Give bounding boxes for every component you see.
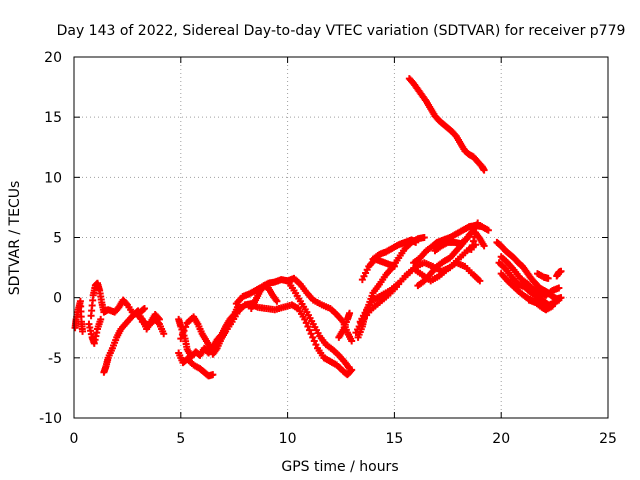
grid-lines: [74, 57, 608, 418]
data-point: [555, 296, 563, 304]
y-tick-label: 20: [44, 50, 62, 66]
x-tick-label: 20: [492, 431, 510, 447]
chart-title: Day 143 of 2022, Sidereal Day-to-day VTE…: [57, 23, 626, 39]
data-point: [476, 277, 484, 285]
data-point: [484, 226, 492, 234]
data-point: [480, 242, 488, 250]
data-point: [160, 330, 168, 338]
data-point: [309, 333, 317, 341]
series-track-23: [493, 238, 565, 303]
data-point: [305, 326, 313, 334]
series-track-3: [85, 315, 105, 347]
series-track-20: [414, 219, 482, 290]
y-tick-label: 15: [44, 110, 62, 126]
series-track-30: [405, 75, 488, 174]
y-tick-label: 5: [53, 231, 62, 247]
data-point: [307, 330, 315, 338]
data-point: [177, 335, 185, 343]
series-track-7: [177, 313, 215, 352]
x-axis-label: GPS time / hours: [281, 459, 398, 475]
y-tick-label: 0: [53, 291, 62, 307]
data-point: [310, 337, 318, 345]
data-point: [97, 315, 105, 323]
series-track-4: [100, 304, 148, 376]
data-point: [346, 309, 354, 317]
series-track-25: [497, 253, 563, 299]
data-point: [154, 314, 162, 322]
series-track-13: [335, 309, 354, 341]
data-point: [79, 327, 87, 335]
data-point: [302, 319, 310, 327]
data-point: [469, 237, 477, 245]
data-point: [122, 300, 130, 308]
data-point: [420, 234, 428, 241]
series-track-29: [553, 267, 565, 280]
data-point: [544, 274, 552, 282]
data-point: [348, 337, 356, 345]
x-tick-label: 0: [70, 431, 79, 447]
series-track-22: [467, 229, 488, 254]
y-tick-label: 10: [44, 170, 62, 186]
axis-ticks: 0 5 10 15 20 25 -10 -5 0 5 10 15 20: [39, 50, 617, 447]
y-axis-label: SDTVAR / TECUs: [7, 181, 23, 296]
data-point: [467, 246, 475, 254]
series-track-11: [247, 282, 281, 312]
data-marks: [71, 75, 565, 380]
data-point: [180, 327, 188, 335]
data-point: [207, 344, 215, 352]
data-point: [182, 323, 190, 331]
data-point: [178, 331, 186, 339]
series-track-9: [209, 300, 356, 379]
x-tick-label: 5: [176, 431, 185, 447]
data-point: [474, 219, 482, 227]
x-tick-label: 25: [599, 431, 617, 447]
data-point: [209, 371, 217, 379]
x-tick-label: 10: [279, 431, 297, 447]
data-point: [412, 238, 420, 246]
data-point: [273, 297, 281, 305]
data-point: [301, 315, 309, 323]
series-track-21: [431, 235, 471, 255]
data-point: [304, 323, 312, 331]
data-point: [312, 341, 320, 349]
y-tick-label: -10: [39, 411, 62, 427]
series-track-5: [134, 311, 163, 333]
series-track-12: [284, 274, 356, 345]
series-track-8: [175, 349, 217, 380]
data-point: [555, 284, 563, 292]
y-tick-label: -5: [48, 351, 62, 367]
data-point: [140, 304, 148, 312]
data-point: [548, 302, 556, 310]
data-point: [463, 235, 471, 243]
series-track-26: [495, 259, 552, 309]
data-point: [155, 315, 163, 323]
series-track-18: [358, 255, 398, 284]
data-point: [468, 241, 476, 249]
series-track-27: [525, 296, 556, 314]
data-point: [480, 166, 488, 174]
data-point: [557, 267, 565, 275]
x-tick-label: 15: [385, 431, 403, 447]
data-point: [346, 365, 354, 373]
data-point: [390, 262, 398, 270]
series-track-28: [534, 270, 552, 282]
